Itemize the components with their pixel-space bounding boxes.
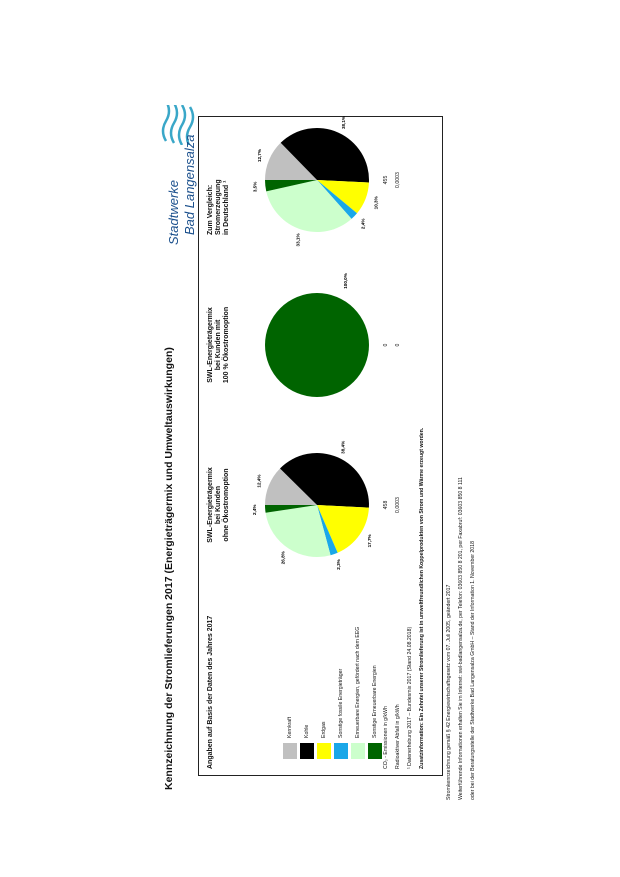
wave-logo-icon: [161, 105, 195, 145]
pie-slice: [280, 453, 369, 508]
pie-slice-label: 2,3%: [336, 559, 341, 569]
pie-slice-label: 33,1%: [296, 233, 301, 246]
pie-slice-label: 2,4%: [360, 219, 365, 229]
pie-slice-label: 3,5%: [252, 182, 257, 192]
pie-slice-label: 2,4%: [252, 505, 257, 515]
logo-line-2: Bad Langensalza: [182, 134, 197, 235]
document-title: Kennzeichnung der Stromlieferungen 2017 …: [163, 347, 175, 790]
pie-slice-label: 12,7%: [257, 149, 262, 162]
pie-slice: [317, 180, 369, 214]
pie-slice: [265, 505, 317, 513]
info-frame: Angaben auf Basis der Daten des Jahres 2…: [198, 116, 443, 776]
pie-slice-label: 38,1%: [341, 116, 346, 129]
footer-line-2: Weiterführende Informationen erhalten Si…: [458, 477, 464, 800]
co2-value-germany: 455: [383, 175, 389, 185]
co2-label: CO₂ - Emissionen in g/kWh: [383, 706, 389, 769]
pie-slice: [317, 180, 357, 219]
pie-slice: [317, 505, 369, 553]
pie-slice: [265, 468, 317, 505]
pie-slice-label: 26,8%: [281, 551, 286, 564]
pie-slice: [265, 293, 369, 397]
pie-slice: [266, 180, 352, 232]
footer-line-1: Stromkennzeichnung gemäß § 42 Energiewir…: [446, 584, 452, 800]
pie-slice: [265, 505, 331, 557]
footer-line-3: oder bei der Beratungsstelle der Stadtwe…: [470, 541, 476, 800]
pie-slice-label: 17,7%: [367, 534, 372, 547]
pie-slice-label: 10,3%: [374, 196, 379, 209]
pie-slice: [317, 505, 338, 556]
radioactive-value-without-option: 0,0003: [395, 497, 401, 513]
pie-charts: 12,4% 38,4% 17,7% 2,3% 26,8% 2,4% 100,0% 12,7% 3…: [252, 116, 379, 570]
pie-slice-label: 100,0%: [343, 273, 348, 289]
pie-slice-label: 12,4%: [257, 475, 262, 488]
radioactive-value-with-option: 0: [395, 343, 401, 347]
co2-value-with-option: 0: [383, 343, 389, 347]
co2-value-without-option: 458: [383, 500, 389, 510]
radioactive-label: Radioaktiver Abfall in g/kWh: [395, 704, 401, 769]
document-sheet: Kennzeichnung der Stromlieferungen 2017 …: [160, 100, 490, 800]
pie-slice: [280, 128, 369, 183]
logo-line-1: Stadtwerke: [166, 179, 181, 245]
pie-slice-label: 38,4%: [340, 441, 345, 454]
additional-info: Zusatzinformation: Ein Zehntel unserer S…: [419, 427, 425, 769]
footnote-source: ¹ Datenerhebung 2017 – Bundesmix 2017 (S…: [407, 626, 413, 769]
pie-slice: [265, 180, 317, 192]
company-logo: Stadtwerke Bad Langensalza: [160, 100, 220, 245]
radioactive-value-germany: 0,0003: [395, 172, 401, 188]
pie-slice: [265, 142, 317, 180]
